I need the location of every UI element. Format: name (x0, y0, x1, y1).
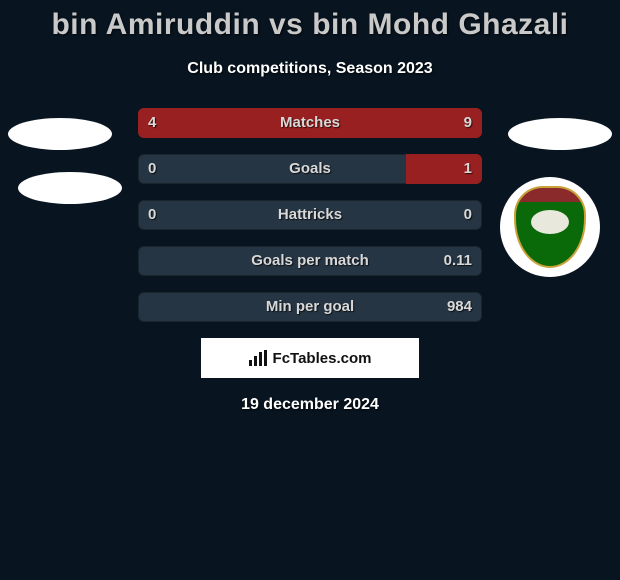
club-shield-icon (514, 186, 586, 268)
comparison-content: 4Matches90Goals10Hattricks0Goals per mat… (0, 108, 620, 414)
stat-label: Goals (138, 154, 482, 184)
stat-row: Goals per match0.11 (138, 246, 482, 276)
stat-label: Hattricks (138, 200, 482, 230)
player2-club-badge (500, 177, 600, 277)
player1-avatar-placeholder (8, 118, 112, 150)
stat-right-value: 0 (464, 200, 472, 230)
stat-label: Matches (138, 108, 482, 138)
stat-row: 4Matches9 (138, 108, 482, 138)
stat-right-value: 9 (464, 108, 472, 138)
stats-bars: 4Matches90Goals10Hattricks0Goals per mat… (138, 108, 482, 322)
stat-row: 0Goals1 (138, 154, 482, 184)
stat-label: Goals per match (138, 246, 482, 276)
page-subtitle: Club competitions, Season 2023 (0, 60, 620, 78)
player2-avatar-placeholder (508, 118, 612, 150)
brand-footer: FcTables.com (201, 338, 419, 378)
date-label: 19 december 2024 (0, 396, 620, 414)
stat-right-value: 984 (447, 292, 472, 322)
stat-right-value: 1 (464, 154, 472, 184)
stat-label: Min per goal (138, 292, 482, 322)
brand-text: FcTables.com (273, 350, 372, 367)
bar-chart-icon (249, 350, 269, 366)
stat-right-value: 0.11 (444, 246, 472, 276)
page-title: bin Amiruddin vs bin Mohd Ghazali (0, 0, 620, 42)
player1-club-placeholder (18, 172, 122, 204)
stat-row: 0Hattricks0 (138, 200, 482, 230)
stat-row: Min per goal984 (138, 292, 482, 322)
